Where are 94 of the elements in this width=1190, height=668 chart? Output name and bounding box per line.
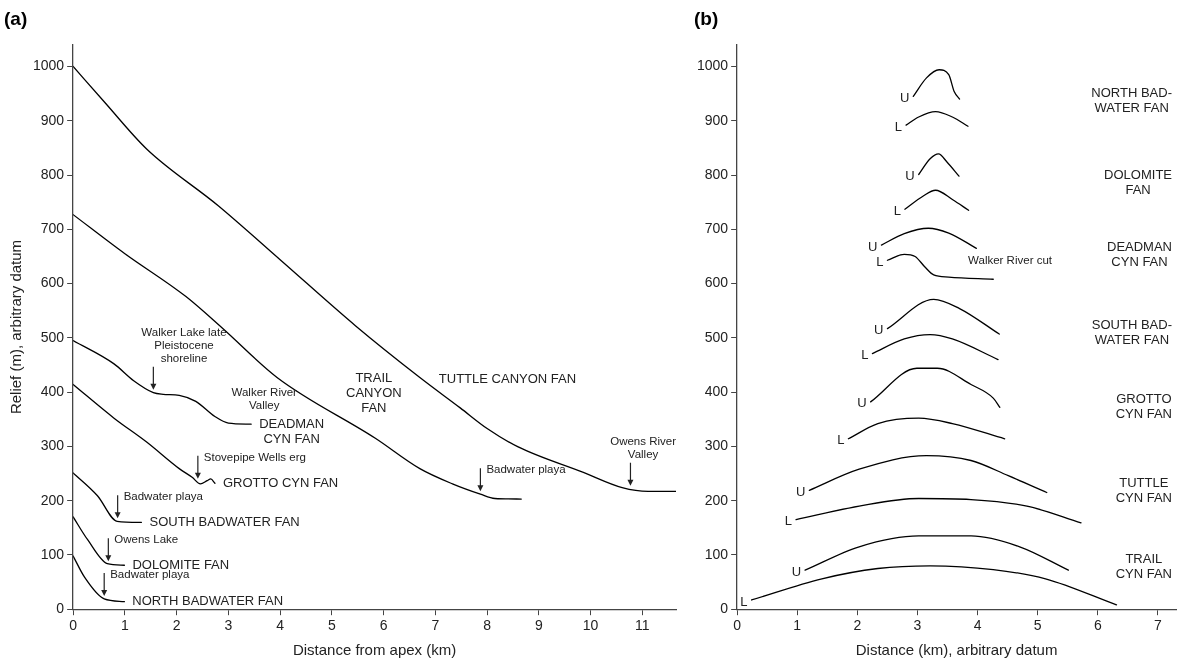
series-label: U	[899, 89, 910, 105]
x-tick-label: 2	[853, 617, 862, 634]
series-label: L	[876, 253, 884, 269]
line-series	[73, 65, 676, 493]
annotation: TUTTLE CYN FAN	[1115, 475, 1172, 506]
y-tick-label: 900	[40, 111, 65, 128]
annotation: Owens Lake	[114, 533, 179, 546]
x-tick-label: 7	[1154, 617, 1163, 634]
annotation: Badwater playa	[486, 463, 567, 476]
y-tick-label: 500	[40, 328, 65, 345]
series-label: L	[861, 347, 869, 363]
y-tick-label: 200	[704, 491, 729, 508]
line-series	[912, 69, 961, 100]
y-tick-label: 300	[704, 437, 729, 454]
series-label: DEADMAN CYN FAN	[259, 415, 325, 446]
x-tick-label: 0	[69, 617, 78, 634]
line-series	[905, 110, 969, 127]
y-tick-label: 600	[704, 274, 729, 291]
y-tick-label: 600	[40, 274, 65, 291]
y-tick-label: 800	[704, 165, 729, 182]
x-tick-label: 8	[483, 617, 492, 634]
line-series	[904, 189, 970, 211]
y-tick-label: 100	[40, 545, 65, 562]
annotation: Walker River cut	[968, 253, 1053, 266]
x-tick-label: 7	[431, 617, 440, 634]
line-series	[918, 153, 960, 177]
line-series	[886, 298, 1000, 335]
line-series	[795, 497, 1082, 524]
x-tick-label: 1	[120, 617, 129, 634]
series-label: SOUTH BADWATER FAN	[149, 513, 300, 529]
line-series	[880, 227, 978, 249]
line-series	[869, 367, 1001, 408]
y-tick-label: 300	[40, 437, 65, 454]
series-label: TRAIL CANYON FAN	[346, 369, 402, 415]
x-tick-label: 5	[1033, 617, 1042, 634]
x-tick-label: 0	[733, 617, 742, 634]
series-label: U	[795, 483, 806, 499]
annotation: TRAIL CYN FAN	[1115, 551, 1172, 582]
x-tick-label: 9	[534, 617, 543, 634]
series-label: L	[893, 202, 901, 218]
y-tick-label: 700	[704, 220, 729, 237]
x-tick-label: 3	[913, 617, 922, 634]
y-tick-label: 400	[40, 382, 65, 399]
series-label: L	[894, 118, 903, 134]
y-axis-title: Relief (m), arbitrary datum	[7, 239, 25, 415]
series-label: L	[740, 593, 748, 609]
annotation: NORTH BAD- WATER FAN	[1091, 84, 1172, 115]
y-tick-label: 1000	[696, 57, 729, 74]
y-tick-label: 0	[720, 600, 729, 617]
x-tick-label: 2	[172, 617, 181, 634]
y-tick-label: 100	[704, 545, 729, 562]
y-tick-label: 200	[40, 491, 65, 508]
annotation: DEADMAN CYN FAN	[1106, 238, 1172, 269]
y-tick-label: 0	[56, 600, 65, 617]
y-tick-label: 700	[40, 220, 65, 237]
line-series	[750, 565, 1118, 606]
y-tick-label: 900	[704, 111, 729, 128]
series-label: U	[874, 322, 884, 338]
chart-title: (b)	[694, 7, 719, 29]
x-tick-label: 10	[582, 617, 599, 634]
y-tick-label: 500	[704, 328, 729, 345]
x-tick-label: 4	[276, 617, 285, 634]
series-label: L	[784, 513, 793, 529]
y-tick-label: 400	[704, 382, 729, 399]
series-label: GROTTO CYN FAN	[222, 474, 339, 490]
annotation: Owens River Valley	[610, 434, 677, 460]
y-tick-label: 800	[40, 165, 65, 182]
x-axis-title: Distance from apex (km)	[292, 641, 457, 659]
x-tick-label: 6	[379, 617, 388, 634]
annotation: Badwater playa	[123, 490, 204, 503]
annotation: Walker River Valley	[231, 385, 298, 411]
annotation: SOUTH BAD- WATER FAN	[1091, 316, 1172, 347]
annotation: DOLOMITE FAN	[1104, 167, 1173, 198]
line-series	[808, 454, 1048, 494]
x-tick-label: 5	[327, 617, 336, 634]
x-tick-label: 4	[973, 617, 982, 634]
line-series	[871, 333, 999, 361]
x-tick-label: 1	[793, 617, 802, 634]
series-label: L	[837, 432, 845, 448]
series-label: TUTTLE CANYON FAN	[438, 370, 577, 386]
x-tick-label: 6	[1093, 617, 1102, 634]
series-label: U	[791, 563, 802, 579]
x-tick-label: 11	[635, 617, 650, 634]
chart-title: (a)	[4, 7, 28, 29]
y-tick-label: 1000	[32, 57, 65, 74]
series-label: U	[857, 395, 867, 411]
series-label: NORTH BADWATER FAN	[132, 593, 284, 609]
series-label: U	[905, 168, 915, 184]
annotation: Stovepipe Wells erg	[203, 450, 306, 463]
annotation: GROTTO CYN FAN	[1115, 390, 1172, 421]
x-tick-label: 3	[224, 617, 233, 634]
x-axis-title: Distance (km), arbitrary datum	[855, 641, 1058, 659]
series-label: U	[868, 238, 878, 254]
annotation: Walker Lake late Pleistocene shoreline	[141, 325, 227, 364]
